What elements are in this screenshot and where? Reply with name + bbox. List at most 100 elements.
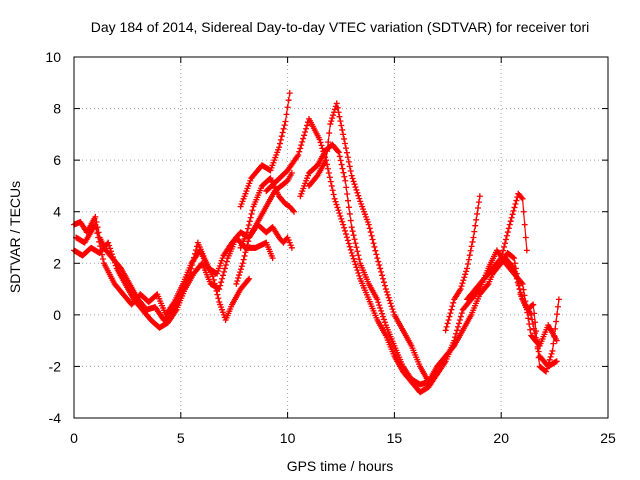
data-point: [342, 145, 349, 152]
data-point: [239, 260, 246, 267]
data-series: [71, 90, 562, 396]
data-point: [369, 236, 376, 243]
data-point: [553, 318, 560, 325]
data-point: [353, 186, 360, 193]
data-point: [381, 319, 388, 326]
data-point: [247, 214, 254, 221]
data-point: [507, 218, 514, 225]
data-point: [473, 216, 480, 223]
data-point: [514, 275, 521, 282]
data-point: [291, 208, 298, 215]
data-point: [352, 184, 359, 191]
data-point: [377, 304, 384, 311]
data-point: [325, 170, 332, 177]
data-point: [338, 161, 345, 168]
data-point: [279, 129, 286, 136]
data-point: [544, 362, 551, 369]
data-point: [543, 368, 550, 375]
data-point: [457, 286, 464, 293]
data-point: [246, 218, 253, 225]
data-point: [105, 239, 112, 246]
x-tick-label: 25: [600, 430, 616, 446]
data-point: [511, 204, 518, 211]
data-point: [535, 354, 542, 361]
data-point: [454, 327, 461, 334]
x-tick-label: 15: [387, 430, 403, 446]
data-point: [456, 317, 463, 324]
data-point: [458, 283, 465, 290]
data-point: [463, 268, 470, 275]
data-point: [329, 187, 336, 194]
data-point: [106, 242, 113, 249]
y-tick-label: 4: [53, 204, 61, 220]
data-point: [245, 276, 252, 283]
data-point: [510, 254, 517, 261]
data-point: [339, 218, 346, 225]
data-point: [327, 121, 334, 128]
data-point: [343, 234, 350, 241]
data-point: [334, 204, 341, 211]
data-point: [372, 247, 379, 254]
data-point: [512, 265, 519, 272]
data-point: [325, 139, 332, 146]
data-point: [335, 207, 342, 214]
data-point: [342, 231, 349, 238]
data-point: [510, 207, 517, 214]
data-point: [528, 311, 535, 318]
data-point: [509, 211, 516, 218]
data-point: [338, 122, 345, 129]
data-point: [445, 317, 452, 324]
data-point: [246, 275, 253, 282]
data-point: [233, 280, 240, 287]
data-point: [383, 288, 390, 295]
data-point: [341, 135, 348, 142]
data-point: [475, 199, 482, 206]
data-point: [371, 243, 378, 250]
data-point: [465, 256, 472, 263]
data-point: [220, 268, 227, 275]
data-point: [505, 225, 512, 232]
y-tick-label: 8: [53, 101, 61, 117]
data-point: [346, 210, 353, 217]
data-point: [511, 255, 518, 262]
data-point: [243, 245, 250, 252]
data-point: [379, 272, 386, 279]
data-point: [214, 291, 221, 298]
data-point: [521, 221, 528, 228]
data-point: [340, 131, 347, 138]
data-point: [301, 132, 308, 139]
data-point: [99, 255, 106, 262]
data-point: [519, 195, 526, 202]
data-point: [462, 271, 469, 278]
data-point: [344, 191, 351, 198]
data-point: [112, 262, 119, 269]
data-point: [338, 215, 345, 222]
chart-title: Day 184 of 2014, Sidereal Day-to-day VTE…: [91, 19, 590, 35]
data-point: [515, 280, 522, 287]
data-point: [248, 210, 255, 217]
data-point: [343, 149, 350, 156]
data-point: [342, 227, 349, 234]
data-point: [549, 347, 556, 354]
series-satellite-pass-10: [442, 193, 483, 334]
data-point: [296, 148, 303, 155]
data-point: [348, 249, 355, 256]
data-point: [374, 296, 381, 303]
data-point: [298, 142, 305, 149]
data-point: [242, 249, 249, 256]
data-point: [530, 301, 537, 308]
data-point: [96, 238, 103, 245]
y-tick-label: 10: [45, 49, 61, 65]
data-point: [455, 320, 462, 327]
data-point: [449, 303, 456, 310]
data-point: [343, 184, 350, 191]
data-point: [380, 275, 387, 282]
y-tick-label: 6: [53, 152, 61, 168]
data-point: [523, 247, 530, 254]
data-point: [335, 109, 342, 116]
data-point: [334, 148, 341, 155]
grid-lines: [74, 57, 608, 418]
data-point: [467, 247, 474, 254]
data-point: [244, 241, 251, 248]
data-point: [513, 270, 520, 277]
